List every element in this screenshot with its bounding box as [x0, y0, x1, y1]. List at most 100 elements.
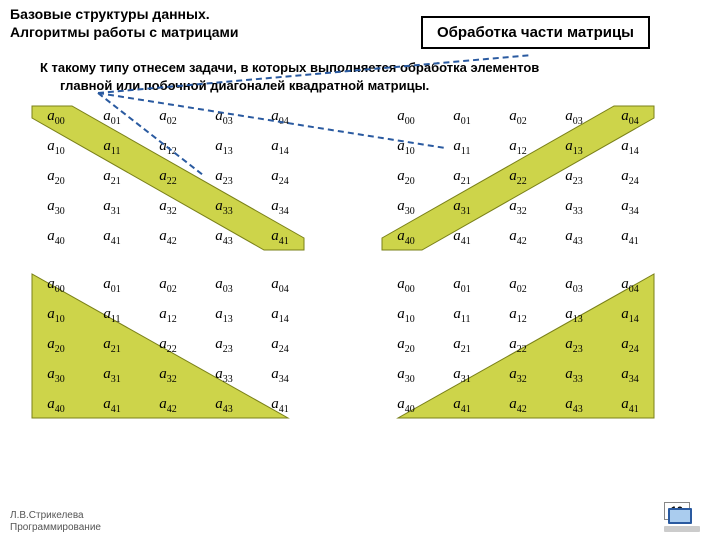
matrix-cell: a20 [378, 330, 434, 360]
matrix-cell: a40 [378, 390, 434, 420]
matrix-cell: a13 [546, 132, 602, 162]
matrix-cell: a21 [84, 162, 140, 192]
matrix-cell: a01 [434, 102, 490, 132]
matrix-cell: a10 [378, 300, 434, 330]
matrix-cell: a34 [602, 360, 658, 390]
matrix-cell: a14 [252, 132, 308, 162]
matrix-cell: a31 [84, 360, 140, 390]
matrix-cell: a11 [84, 132, 140, 162]
matrix-cell: a32 [490, 192, 546, 222]
matrix-cell: a24 [602, 162, 658, 192]
footer-course: Программирование [10, 522, 101, 534]
matrix-cell: a41 [602, 390, 658, 420]
matrix-cell: a23 [546, 330, 602, 360]
matrix-cell: a22 [490, 162, 546, 192]
matrix-cell: a23 [546, 162, 602, 192]
matrix-cell: a40 [28, 390, 84, 420]
matrix-cell: a22 [490, 330, 546, 360]
matrix-cell: a22 [140, 330, 196, 360]
matrix-cell: a02 [490, 102, 546, 132]
matrix-cell: a30 [378, 192, 434, 222]
matrix-cell: a30 [28, 360, 84, 390]
matrix-cell: a11 [84, 300, 140, 330]
matrix-cell: a32 [140, 192, 196, 222]
matrix-cell: a34 [252, 192, 308, 222]
matrix-cell: a41 [84, 222, 140, 252]
matrix-cell: a03 [546, 102, 602, 132]
matrix-cell: a04 [252, 270, 308, 300]
matrix-cell: a13 [196, 300, 252, 330]
header-title: Базовые структуры данных. Алгоритмы рабо… [10, 6, 421, 41]
matrix-cell: a20 [378, 162, 434, 192]
matrix-cell: a41 [602, 222, 658, 252]
matrix-cell: a01 [84, 270, 140, 300]
slide-header: Базовые структуры данных. Алгоритмы рабо… [0, 0, 720, 53]
matrix-cell: a43 [196, 222, 252, 252]
matrix-cell: a03 [196, 270, 252, 300]
footer-author: Л.В.Стрикелева [10, 510, 101, 522]
matrix-cell: a04 [602, 270, 658, 300]
matrix-cell: a00 [378, 270, 434, 300]
matrix-cell: a21 [84, 330, 140, 360]
matrix-cell: a13 [196, 132, 252, 162]
matrix-cell: a03 [546, 270, 602, 300]
matrix-cell: a12 [490, 300, 546, 330]
matrix-cell: a23 [196, 162, 252, 192]
matrix-lower-right-triangle: a00a01a02a03a04a10a11a12a13a14a20a21a22a… [378, 270, 658, 420]
matrix-cell: a43 [546, 222, 602, 252]
matrix-cell: a24 [602, 330, 658, 360]
matrix-cell: a24 [252, 162, 308, 192]
slide-footer: Л.В.Стрикелева Программирование [10, 510, 101, 534]
matrix-cell: a33 [546, 360, 602, 390]
matrix-cell: a42 [490, 222, 546, 252]
matrix-cell: a42 [140, 390, 196, 420]
matrix-cell: a12 [490, 132, 546, 162]
matrices-grid: a00a01a02a03a04a10a11a12a13a14a20a21a22a… [0, 98, 720, 420]
matrix-cell: a10 [28, 300, 84, 330]
matrix-cell: a02 [490, 270, 546, 300]
matrix-main-diagonal: a00a01a02a03a04a10a11a12a13a14a20a21a22a… [28, 102, 308, 252]
matrix-cell: a22 [140, 162, 196, 192]
matrix-cell: a01 [434, 270, 490, 300]
matrix-cell: a41 [84, 390, 140, 420]
matrix-cell: a40 [378, 222, 434, 252]
matrix-cell: a33 [546, 192, 602, 222]
matrix-cell: a11 [434, 300, 490, 330]
matrix-cell: a21 [434, 162, 490, 192]
matrix-cell: a34 [252, 360, 308, 390]
desc-line-1: К такому типу отнесем задачи, в которых … [40, 59, 680, 77]
matrix-cell: a31 [434, 192, 490, 222]
matrix-cell: a14 [252, 300, 308, 330]
matrix-cell: a41 [434, 390, 490, 420]
matrix-cell: a42 [140, 222, 196, 252]
matrix-cell: a02 [140, 270, 196, 300]
title-line-1: Базовые структуры данных. [10, 6, 421, 24]
matrix-lower-left-triangle: a00a01a02a03a04a10a11a12a13a14a20a21a22a… [28, 270, 308, 420]
matrix-cell: a10 [28, 132, 84, 162]
matrix-cell: a32 [490, 360, 546, 390]
matrix-cell: a00 [378, 102, 434, 132]
matrix-cell: a40 [28, 222, 84, 252]
matrix-cell: a30 [378, 360, 434, 390]
matrix-cell: a43 [196, 390, 252, 420]
matrix-cell: a41 [434, 222, 490, 252]
matrix-cell: a43 [546, 390, 602, 420]
matrix-cell: a04 [602, 102, 658, 132]
matrix-cell: a13 [546, 300, 602, 330]
matrix-cell: a24 [252, 330, 308, 360]
matrix-cell: a41 [252, 222, 308, 252]
matrix-cell: a32 [140, 360, 196, 390]
matrix-cell: a14 [602, 300, 658, 330]
matrix-cell: a42 [490, 390, 546, 420]
matrix-cell: a41 [252, 390, 308, 420]
matrix-cell: a20 [28, 330, 84, 360]
matrix-cell: a20 [28, 162, 84, 192]
matrix-cell: a10 [378, 132, 434, 162]
matrix-cell: a33 [196, 360, 252, 390]
header-topic-box: Обработка части матрицы [421, 16, 650, 49]
matrix-cell: a14 [602, 132, 658, 162]
matrix-cell: a33 [196, 192, 252, 222]
title-line-2: Алгоритмы работы с матрицами [10, 24, 421, 42]
matrix-cell: a30 [28, 192, 84, 222]
matrix-cell: a12 [140, 300, 196, 330]
